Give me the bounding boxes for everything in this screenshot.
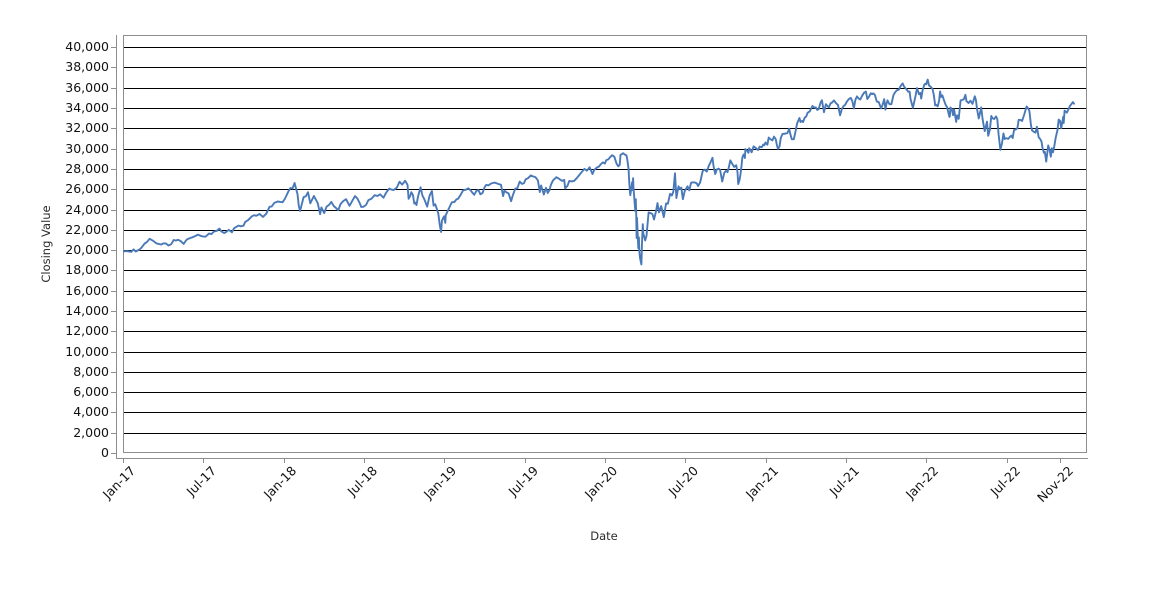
x-tick	[766, 458, 767, 463]
x-tick-label: Jan-22	[902, 463, 942, 502]
y-tick-label: 16,000	[65, 283, 109, 298]
y-tick-label: 18,000	[65, 262, 109, 277]
series-line	[123, 78, 1075, 266]
y-tick-label: 28,000	[65, 161, 109, 176]
y-tick-label: 34,000	[65, 100, 109, 115]
y-tick-label: 20,000	[65, 242, 109, 257]
x-tick-label: Jan-17	[99, 463, 139, 502]
y-tick	[111, 250, 116, 251]
y-tick	[111, 88, 116, 89]
y-tick-label: 40,000	[65, 39, 109, 54]
y-tick-label: 38,000	[65, 59, 109, 74]
x-tick	[926, 458, 927, 463]
y-tick	[111, 352, 116, 353]
x-tick-label: Jul-18	[343, 463, 380, 499]
x-tick	[123, 458, 124, 463]
x-tick-label: Jan-18	[260, 463, 300, 502]
x-tick-label: Jan-19	[420, 463, 460, 502]
x-tick-label: Nov-22	[1033, 463, 1076, 506]
x-tick	[203, 458, 204, 463]
x-tick-label: Jul-17	[182, 463, 219, 499]
y-axis-line	[116, 35, 117, 459]
y-tick-label: 30,000	[65, 141, 109, 156]
y-tick	[111, 169, 116, 170]
x-tick	[685, 458, 686, 463]
plot-frame	[123, 35, 1087, 453]
x-tick-label: Jul-21	[825, 463, 862, 499]
y-tick-label: 14,000	[65, 303, 109, 318]
x-tick-label: Jul-19	[504, 463, 541, 499]
y-tick	[111, 189, 116, 190]
x-tick-label: Jan-20	[581, 463, 621, 502]
y-tick-label: 22,000	[65, 222, 109, 237]
y-tick	[111, 67, 116, 68]
x-axis-title: Date	[590, 529, 618, 543]
line-chart-svg	[123, 35, 1087, 453]
y-tick	[111, 270, 116, 271]
y-tick-label: 12,000	[65, 323, 109, 338]
y-tick	[111, 47, 116, 48]
y-tick-label: 4,000	[73, 404, 109, 419]
plot-area	[123, 35, 1087, 453]
y-tick-label: 36,000	[65, 80, 109, 95]
y-tick	[111, 372, 116, 373]
x-tick	[284, 458, 285, 463]
x-tick	[525, 458, 526, 463]
y-tick	[111, 108, 116, 109]
y-tick	[111, 331, 116, 332]
y-tick	[111, 392, 116, 393]
x-tick	[364, 458, 365, 463]
x-tick-label: Jul-22	[986, 463, 1023, 499]
y-tick	[111, 412, 116, 413]
y-tick	[111, 149, 116, 150]
y-tick-label: 26,000	[65, 181, 109, 196]
y-tick-label: 6,000	[73, 384, 109, 399]
y-tick	[111, 291, 116, 292]
y-tick	[111, 453, 116, 454]
y-tick-label: 32,000	[65, 120, 109, 135]
x-tick-label: Jan-21	[742, 463, 782, 502]
y-tick-label: 2,000	[73, 425, 109, 440]
x-tick	[1060, 458, 1061, 463]
y-tick-label: 0	[101, 445, 109, 460]
x-axis-line	[116, 458, 1088, 459]
y-tick-label: 8,000	[73, 364, 109, 379]
y-tick-label: 10,000	[65, 344, 109, 359]
y-tick	[111, 230, 116, 231]
y-tick	[111, 210, 116, 211]
y-tick	[111, 128, 116, 129]
y-tick-label: 24,000	[65, 202, 109, 217]
x-tick	[846, 458, 847, 463]
y-tick	[111, 311, 116, 312]
x-tick	[444, 458, 445, 463]
y-tick	[111, 433, 116, 434]
x-tick	[1007, 458, 1008, 463]
x-tick-label: Jul-20	[664, 463, 701, 499]
x-tick	[605, 458, 606, 463]
